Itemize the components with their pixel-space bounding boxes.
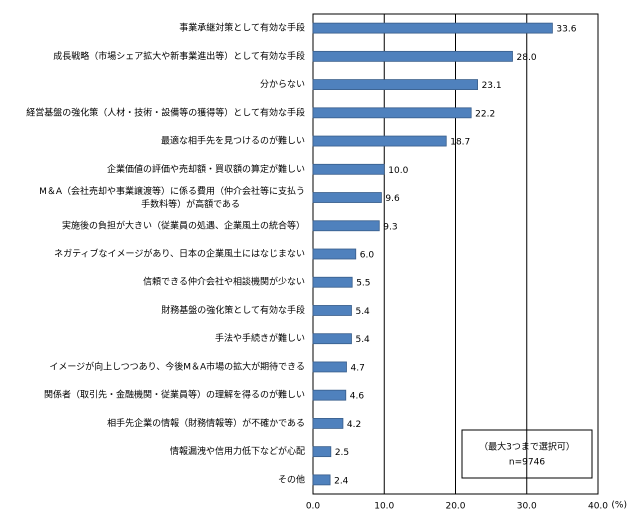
y-tick-label: M＆A（会社売却や事業譲渡等）に係る費用（仲介会社等に支払う手数料等）が高額であ… [39, 185, 305, 210]
y-tick-label: 最適な相手先を見つけるのが難しい [161, 135, 305, 147]
y-tick-label: 企業価値の評価や売却額・買収額の算定が難しい [107, 163, 305, 175]
bar [312, 333, 352, 345]
value-label: 5.5 [356, 279, 370, 289]
bar [312, 135, 447, 147]
x-tick-label: 10.0 [374, 502, 394, 512]
bar [312, 276, 353, 288]
bar [312, 107, 472, 119]
value-label: 6.0 [360, 251, 375, 261]
value-label: 5.4 [355, 307, 370, 317]
y-tick-label: 関係者（取引先・金融機関・従業員等）の理解を得るのが難しい [44, 389, 305, 401]
y-tick-label: 事業承継対策として有効な手段 [179, 22, 305, 34]
y-tick-label: 相手先企業の情報（財務情報等）が不確かである [107, 417, 305, 429]
value-label: 23.1 [482, 81, 502, 91]
value-label: 4.6 [350, 392, 365, 402]
value-label: 2.4 [334, 476, 349, 486]
value-label: 4.2 [347, 420, 361, 430]
value-label: 9.6 [385, 194, 400, 204]
value-label: 5.4 [355, 335, 370, 345]
bar [312, 418, 344, 429]
x-unit: (%) [611, 501, 627, 511]
y-tick-label: 情報漏洩や信用力低下などが心配 [170, 445, 305, 457]
bar [312, 163, 385, 175]
bar [312, 50, 513, 62]
y-tick-label: 実施後の負担が大きい（従業員の処遇、企業風土の統合等） [62, 219, 305, 231]
value-label: 18.7 [450, 138, 470, 148]
x-tick-label: 30.0 [517, 502, 537, 512]
bar [312, 248, 357, 260]
bar [312, 474, 331, 486]
value-label: 28.0 [517, 53, 537, 63]
bar [312, 220, 380, 232]
value-label: 9.3 [383, 222, 397, 232]
y-tick-label: 手法や手続きが難しい [215, 332, 305, 344]
x-tick-label: 20.0 [445, 502, 465, 512]
bar [312, 305, 352, 316]
bar [312, 389, 347, 401]
value-label: 4.7 [350, 363, 364, 373]
y-tick-label: ネガティブなイメージがあり、日本の企業風土にはなじまない [54, 248, 305, 260]
bar [312, 79, 478, 90]
y-tick-label: その他 [278, 473, 305, 485]
x-tick-label: 40.0 [588, 502, 608, 512]
value-label: 10.0 [388, 166, 408, 176]
y-tick-label: 信頼できる仲介会社や相談機関が少ない [143, 276, 305, 288]
y-tick-label: 経営基盤の強化策（人材・技術・設備等の獲得等）として有効な手段 [26, 106, 305, 118]
x-tick-label: 0.0 [306, 502, 321, 512]
y-tick-label: イメージが向上しつつあり、今後M＆A市場の拡大が期待できる [49, 360, 305, 372]
value-label: 2.5 [335, 448, 349, 458]
value-label: 33.6 [556, 25, 576, 35]
bar [312, 446, 332, 458]
bar [312, 361, 347, 373]
y-tick-label: 分からない [260, 79, 305, 90]
y-tick-label: 成長戦略（市場シェア拡大や新事業進出等）として有効な手段 [53, 50, 305, 62]
bar [312, 192, 382, 203]
y-tick-label: 財務基盤の強化策として有効な手段 [161, 304, 305, 316]
bar [312, 22, 553, 34]
value-label: 22.2 [475, 109, 495, 119]
